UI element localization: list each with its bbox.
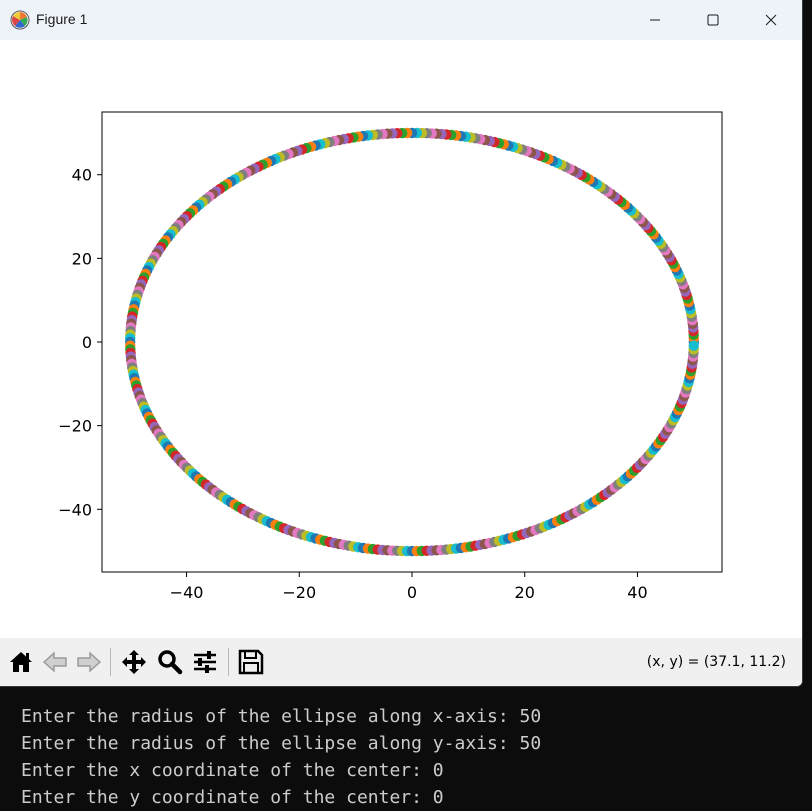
back-button[interactable] (42, 649, 68, 675)
forward-arrow-icon (77, 651, 102, 673)
maximize-button[interactable] (684, 0, 742, 40)
toolbar-separator (228, 648, 229, 676)
zoom-magnifier-icon (158, 650, 183, 675)
y-tick-label: 40 (72, 166, 92, 185)
close-icon (765, 14, 777, 26)
y-tick-label: −20 (58, 417, 92, 436)
data-points (124, 127, 700, 557)
x-tick-label: −20 (282, 583, 316, 602)
scatter-plot[interactable]: −40 −20 0 20 40 −40 −20 0 20 40 (0, 40, 802, 638)
y-axis: −40 −20 0 20 40 (58, 166, 102, 519)
save-button[interactable] (238, 649, 264, 675)
minimize-button[interactable] (626, 0, 684, 40)
y-tick-label: 20 (72, 249, 92, 268)
toolbar-separator (110, 648, 111, 676)
terminal-line: Enter the x coordinate of the center: 0 (21, 760, 444, 781)
figure-canvas[interactable]: −40 −20 0 20 40 −40 −20 0 20 40 (0, 40, 802, 638)
home-button[interactable] (8, 649, 34, 675)
title-bar[interactable]: Figure 1 (0, 0, 802, 40)
x-tick-label: 20 (515, 583, 535, 602)
navigation-toolbar: (x, y) = (37.1, 11.2) (0, 638, 802, 686)
figure-window: Figure 1 −40 −20 0 20 40 −40 −20 0 20 40 (0, 0, 803, 687)
minimize-icon (650, 19, 660, 21)
close-button[interactable] (742, 0, 800, 40)
axes-frame (101, 111, 723, 573)
x-axis: −40 −20 0 20 40 (170, 572, 648, 602)
terminal-console[interactable]: Enter the radius of the ellipse along x-… (0, 688, 812, 811)
zoom-button[interactable] (157, 649, 183, 675)
data-point (688, 340, 699, 351)
pan-button[interactable] (121, 649, 147, 675)
terminal-line: Enter the radius of the ellipse along x-… (21, 706, 542, 727)
x-tick-label: −40 (170, 583, 204, 602)
y-tick-label: −40 (58, 500, 92, 519)
pan-move-icon (122, 650, 146, 674)
x-tick-label: 40 (627, 583, 647, 602)
save-floppy-icon (238, 649, 264, 675)
x-tick-label: 0 (407, 583, 417, 602)
configure-subplots-button[interactable] (192, 649, 218, 675)
window-title: Figure 1 (36, 11, 88, 27)
cursor-coordinates: (x, y) = (37.1, 11.2) (646, 654, 786, 670)
forward-button[interactable] (76, 649, 102, 675)
terminal-line: Enter the radius of the ellipse along y-… (21, 733, 542, 754)
home-icon (10, 652, 32, 672)
terminal-line: Enter the y coordinate of the center: 0 (21, 787, 444, 808)
back-arrow-icon (42, 651, 67, 673)
configure-subplots-icon (194, 651, 216, 673)
matplotlib-logo-icon (10, 10, 30, 30)
maximize-icon (707, 14, 719, 26)
y-tick-label: 0 (82, 333, 92, 352)
